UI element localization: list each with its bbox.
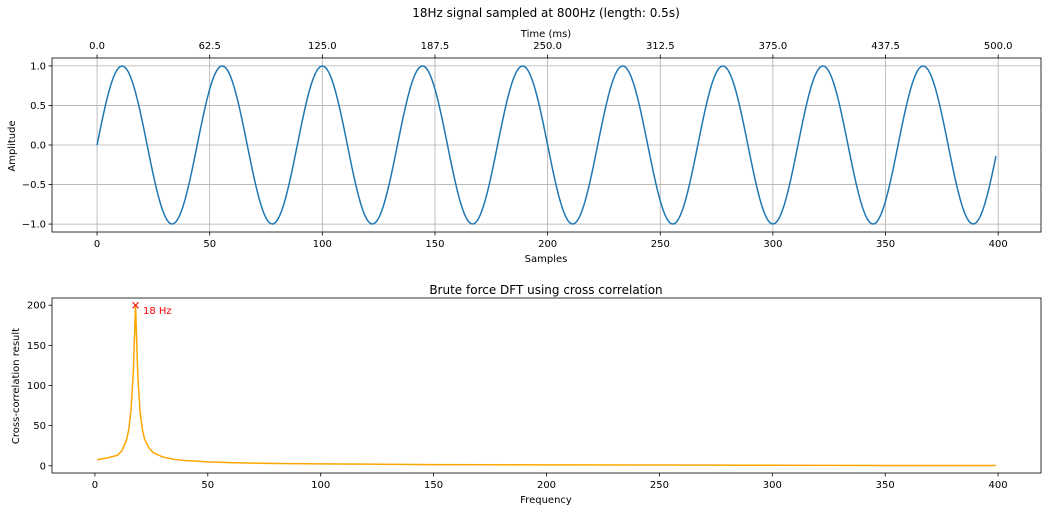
signal-xtick-label: 300 — [763, 239, 782, 250]
signal-top-xlabel: Time (ms) — [520, 29, 572, 40]
signal-ytick-label: 0.0 — [30, 141, 46, 152]
signal-ytick-label: 0.5 — [30, 101, 46, 112]
dft-ylabel: Cross-correlation result — [11, 328, 22, 444]
signal-ytick-label: −1.0 — [22, 220, 46, 231]
dft-xtick-label: 250 — [650, 480, 669, 491]
signal-ytick-label: −0.5 — [22, 180, 46, 191]
signal-grid — [52, 58, 1041, 232]
dft-ytick-label: 100 — [27, 381, 46, 392]
time-xtick-label: 62.5 — [199, 41, 221, 52]
signal-series-line — [96, 65, 997, 225]
dft-ytick-label: 0 — [40, 461, 46, 472]
time-xtick-label: 0.0 — [89, 41, 105, 52]
time-xtick-label: 375.0 — [759, 41, 788, 52]
dft-xtick-label: 0 — [92, 480, 98, 491]
signal-ytick-label: 1.0 — [30, 61, 46, 72]
signal-xtick-label: 100 — [313, 239, 332, 250]
dft-xtick-label: 400 — [989, 480, 1008, 491]
signal-xtick-label: 150 — [425, 239, 444, 250]
signal-ylabel: Amplitude — [7, 120, 18, 171]
peak-annotation-label: 18 Hz — [143, 306, 172, 317]
signal-xlabel: Samples — [525, 254, 568, 265]
dft-axes-frame — [51, 297, 1042, 474]
signal-xtick-label: 200 — [538, 239, 557, 250]
time-xtick-label: 500.0 — [984, 41, 1013, 52]
time-xtick-label: 437.5 — [871, 41, 900, 52]
time-xtick-label: 125.0 — [308, 41, 337, 52]
dft-ytick-label: 150 — [27, 341, 46, 352]
dft-axes: 0 50 100 150 200 250 300 350 400 0 50 100 150 200 Bru… — [11, 283, 1042, 506]
dft-xtick-label: 100 — [311, 480, 330, 491]
time-xtick-label: 250.0 — [533, 41, 562, 52]
signal-xtick-label: 0 — [94, 239, 100, 250]
signal-xtick-label: 250 — [651, 239, 670, 250]
time-xtick-label: 187.5 — [421, 41, 450, 52]
signal-axes: 0 50 100 150 200 250 300 350 400 1.0 0.5 0.0 −0.5 −1.… — [7, 29, 1042, 265]
dft-xtick-label: 300 — [763, 480, 782, 491]
peak-annotation: 18 Hz — [132, 301, 172, 317]
dft-title: Brute force DFT using cross correlation — [429, 283, 662, 297]
signal-xtick-label: 350 — [876, 239, 895, 250]
dft-xtick-label: 200 — [537, 480, 556, 491]
dft-ytick-label: 200 — [27, 301, 46, 312]
dft-plot-area — [97, 305, 996, 467]
signal-ticks: 0 50 100 150 200 250 300 350 400 1.0 0.5 0.0 −0.5 −1.… — [22, 41, 1013, 250]
signal-xtick-label: 50 — [203, 239, 216, 250]
dft-xlabel: Frequency — [520, 495, 572, 506]
dft-ticks: 0 50 100 150 200 250 300 350 400 0 50 100 150 200 — [27, 301, 1008, 491]
figure-suptitle: 18Hz signal sampled at 800Hz (length: 0.… — [412, 6, 680, 20]
signal-axes-frame — [51, 57, 1042, 233]
signal-plot-area — [96, 65, 997, 225]
dft-ytick-label: 50 — [33, 421, 46, 432]
dft-xtick-label: 350 — [876, 480, 895, 491]
dft-xtick-label: 50 — [201, 480, 214, 491]
peak-marker-stroke-b — [132, 301, 139, 309]
dft-series-line — [97, 305, 996, 467]
dft-xtick-label: 150 — [424, 480, 443, 491]
time-xtick-label: 312.5 — [646, 41, 675, 52]
signal-xtick-label: 400 — [989, 239, 1008, 250]
